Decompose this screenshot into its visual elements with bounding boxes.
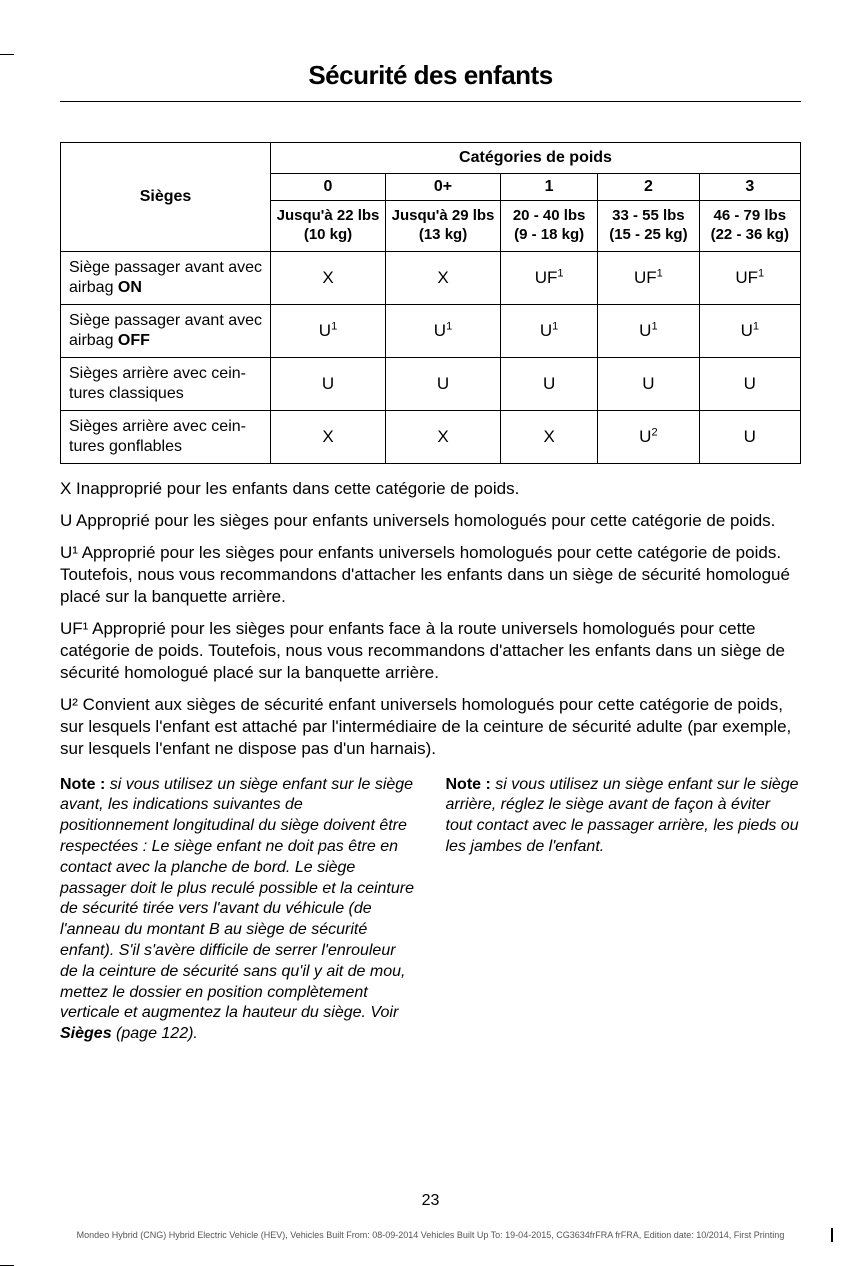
note-left-text: si vous utilisez un siège enfant sur le … (60, 776, 414, 1043)
legend-entry: U² Convient aux sièges de sécurité enfan… (60, 694, 801, 760)
value-cell: X (271, 251, 386, 304)
value-cell: U (699, 357, 800, 410)
seat-name-cell: Sièges arrière avec cein­tures classique… (61, 357, 271, 410)
table-row-header: Sièges (61, 143, 271, 252)
table-row: Siège passager avant avec airbag ONXXUF1… (61, 251, 801, 304)
note-left: Note : si vous utilisez un siège enfant … (60, 775, 416, 1045)
column-weight: Jusqu'à 22 lbs (10 kg) (271, 201, 386, 252)
seat-name-cell: Siège passager avant avec airbag OFF (61, 304, 271, 357)
value-cell: U (386, 357, 501, 410)
legend-entry: X Inapproprié pour les enfants dans cett… (60, 478, 801, 500)
value-cell: U1 (271, 304, 386, 357)
value-cell: X (501, 410, 598, 463)
page-title: Sécurité des enfants (60, 60, 801, 102)
legend-entry: UF¹ Approprié pour les sièges pour enfan… (60, 618, 801, 684)
column-weight: 46 - 79 lbs (22 - 36 kg) (699, 201, 800, 252)
seat-name-cell: Siège passager avant avec airbag ON (61, 251, 271, 304)
table-categories-header: Catégories de poids (271, 143, 801, 174)
column-label: 1 (501, 174, 598, 201)
legend-section: X Inapproprié pour les enfants dans cett… (60, 478, 801, 761)
value-cell: UF1 (598, 251, 699, 304)
column-weight: Jusqu'à 29 lbs (13 kg) (386, 201, 501, 252)
footer-line: Mondeo Hybrid (CNG) Hybrid Electric Vehi… (0, 1230, 861, 1240)
value-cell: U1 (386, 304, 501, 357)
value-cell: X (386, 410, 501, 463)
value-cell: U2 (598, 410, 699, 463)
column-label: 2 (598, 174, 699, 201)
value-cell: X (386, 251, 501, 304)
value-cell: U1 (699, 304, 800, 357)
value-cell: X (271, 410, 386, 463)
column-label: 3 (699, 174, 800, 201)
value-cell: U (699, 410, 800, 463)
crop-mark-tl (0, 54, 14, 74)
table-row: Siège passager avant avec airbag OFFU1U1… (61, 304, 801, 357)
value-cell: UF1 (699, 251, 800, 304)
legend-entry: U¹ Approprié pour les sièges pour enfant… (60, 542, 801, 608)
note-label: Note : (446, 776, 491, 793)
table-row: Sièges arrière avec cein­tures classique… (61, 357, 801, 410)
value-cell: UF1 (501, 251, 598, 304)
legend-entry: U Approprié pour les sièges pour enfants… (60, 510, 801, 532)
value-cell: U (598, 357, 699, 410)
value-cell: U1 (598, 304, 699, 357)
note-right: Note : si vous utilisez un siège enfant … (446, 775, 802, 1045)
column-label: 0+ (386, 174, 501, 201)
table-row: Sièges arrière avec cein­tures gonflable… (61, 410, 801, 463)
value-cell: U (501, 357, 598, 410)
note-label: Note : (60, 776, 105, 793)
weight-category-table: Sièges Catégories de poids 00+123 Jusqu'… (60, 142, 801, 464)
column-weight: 20 - 40 lbs (9 - 18 kg) (501, 201, 598, 252)
value-cell: U1 (501, 304, 598, 357)
notes-section: Note : si vous utilisez un siège enfant … (60, 775, 801, 1045)
note-right-text: si vous utilisez un siège enfant sur le … (446, 776, 799, 855)
column-weight: 33 - 55 lbs (15 - 25 kg) (598, 201, 699, 252)
column-label: 0 (271, 174, 386, 201)
page-number: 23 (0, 1192, 861, 1210)
seat-name-cell: Sièges arrière avec cein­tures gonflable… (61, 410, 271, 463)
crop-mark-bl (0, 1246, 14, 1266)
value-cell: U (271, 357, 386, 410)
